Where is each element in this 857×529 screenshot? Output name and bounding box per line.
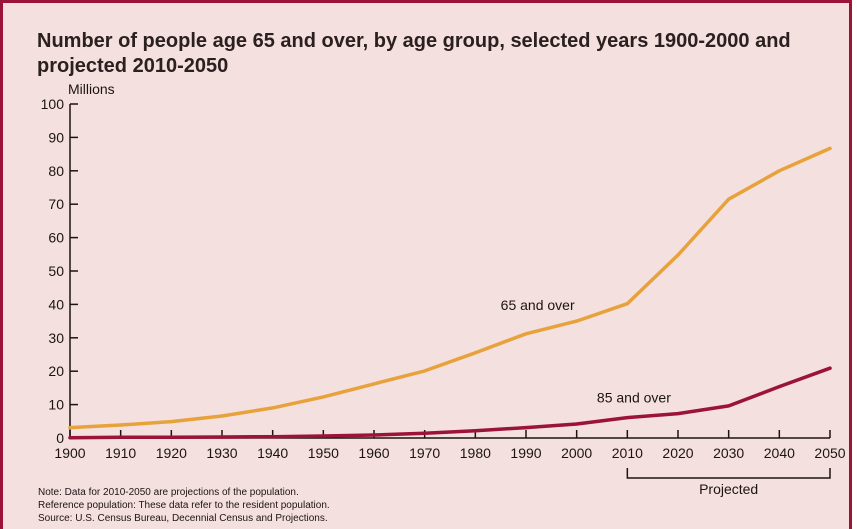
data-point (321, 395, 325, 399)
data-point (625, 416, 629, 420)
x-tick-label: 2030 (713, 445, 744, 461)
y-tick-label: 0 (56, 430, 64, 446)
data-point (372, 382, 376, 386)
data-point (575, 319, 579, 323)
data-point (524, 332, 528, 336)
data-point (271, 406, 275, 410)
y-tick-label: 20 (48, 363, 64, 379)
series-line (68, 366, 832, 440)
data-point (169, 435, 173, 439)
data-point (321, 434, 325, 438)
data-point (271, 435, 275, 439)
data-point (220, 414, 224, 418)
x-tick-label: 1990 (510, 445, 541, 461)
x-tick-label: 1900 (54, 445, 85, 461)
data-point (119, 423, 123, 427)
y-tick-label: 50 (48, 263, 64, 279)
reference-line: Reference population: These data refer t… (38, 500, 330, 511)
x-tick-label: 1920 (156, 445, 187, 461)
x-tick-label: 1960 (358, 445, 389, 461)
x-tick-label: 2000 (561, 445, 592, 461)
projected-label: Projected (699, 481, 758, 497)
x-tick-label: 1980 (460, 445, 491, 461)
data-point (473, 351, 477, 355)
x-tick-label: 1940 (257, 445, 288, 461)
source-line: Source: U.S. Census Bureau, Decennial Ce… (38, 513, 328, 524)
data-point (828, 146, 832, 151)
note-line: Note: Data for 2010-2050 are projections… (38, 487, 299, 498)
data-point (423, 431, 427, 435)
data-point (575, 422, 579, 426)
y-tick-label: 30 (48, 330, 64, 346)
data-point (727, 197, 731, 201)
data-point (68, 436, 72, 440)
data-point (777, 169, 781, 173)
x-tick-label: 1970 (409, 445, 440, 461)
data-point (169, 420, 173, 424)
series-label-85-and-over: 85 and over (597, 390, 671, 406)
x-tick-label: 2050 (814, 445, 845, 461)
y-tick-label: 80 (48, 163, 64, 179)
y-tick-label: 90 (48, 129, 64, 145)
x-tick-label: 1950 (308, 445, 339, 461)
y-tick-label: 70 (48, 196, 64, 212)
y-tick-label: 60 (48, 230, 64, 246)
data-point (423, 369, 427, 373)
x-tick-label: 1930 (206, 445, 237, 461)
data-point (625, 302, 629, 306)
x-tick-label: 1910 (105, 445, 136, 461)
data-point (727, 404, 731, 408)
chart-title: Number of people age 65 and over, by age… (37, 30, 791, 77)
y-tick-label: 40 (48, 296, 64, 312)
chart-notes: Note: Data for 2010-2050 are projections… (38, 486, 330, 525)
data-point (473, 429, 477, 433)
data-point (68, 426, 72, 430)
data-point (676, 412, 680, 416)
data-point (119, 435, 123, 439)
y-axis-label: Millions (68, 81, 115, 97)
data-point (828, 366, 832, 370)
x-tick-label: 2040 (764, 445, 795, 461)
projected-bracket (626, 468, 831, 479)
y-tick-label: 10 (48, 397, 64, 413)
data-point (524, 426, 528, 430)
x-tick-label: 2010 (612, 445, 643, 461)
series-label-65-and-over: 65 and over (501, 297, 575, 313)
series-line (68, 146, 832, 430)
data-point (372, 433, 376, 437)
y-tick-label: 100 (41, 96, 65, 112)
data-point (777, 384, 781, 389)
data-point (676, 253, 680, 257)
data-point (220, 435, 224, 439)
x-tick-label: 2020 (662, 445, 693, 461)
